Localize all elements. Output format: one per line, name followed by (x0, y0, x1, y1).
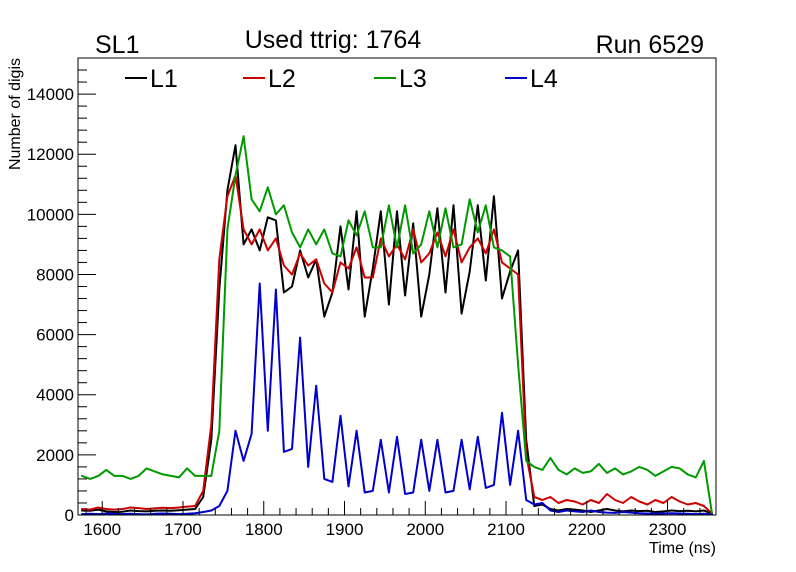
x-axis-title: Time (ns) (649, 540, 716, 557)
header-right-label: Run 6529 (596, 31, 704, 59)
plot-series-layer (81, 135, 713, 516)
legend-label-l4: L4 (530, 65, 558, 93)
x-tick-label: 1600 (83, 520, 121, 539)
header-left-label: SL1 (95, 31, 139, 59)
y-tick-label: 6000 (36, 326, 74, 345)
legend: L1 L2 L3 L4 (125, 65, 558, 93)
chart-title: Used ttrig: 1764 (245, 26, 422, 54)
legend-label-l2: L2 (268, 65, 296, 93)
axes-layer: 1600 1700 1800 1900 2000 2100 2200 2300 0 2000 400… (27, 69, 701, 539)
series-line-l1 (81, 144, 713, 515)
y-tick-label: 2000 (36, 446, 74, 465)
y-tick-label: 12000 (27, 145, 74, 164)
y-axis-title: Number of digis (7, 58, 24, 170)
x-tick-label: 1900 (326, 520, 364, 539)
series-line-l4 (81, 282, 713, 516)
y-tick-label: 10000 (27, 205, 74, 224)
legend-label-l3: L3 (399, 65, 427, 93)
x-tick-label: 2100 (487, 520, 525, 539)
series-line-l3 (81, 135, 713, 515)
y-tick-label: 4000 (36, 386, 74, 405)
x-tick-label: 2300 (649, 520, 687, 539)
y-tick-label: 14000 (27, 85, 74, 104)
x-tick-label: 1700 (164, 520, 202, 539)
y-tick-label: 8000 (36, 265, 74, 284)
x-tick-label: 2200 (568, 520, 606, 539)
x-tick-label: 2000 (406, 520, 444, 539)
legend-label-l1: L1 (150, 65, 178, 93)
x-tick-label: 1800 (245, 520, 283, 539)
y-tick-label: 0 (65, 506, 74, 525)
